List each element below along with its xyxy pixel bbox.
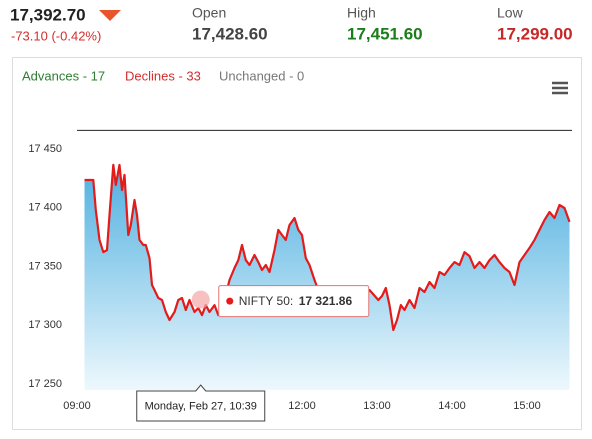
x-tick-label: 09:00: [63, 400, 91, 412]
unchanged: Unchanged - 0: [219, 68, 304, 83]
y-tick-label: 17 250: [28, 378, 62, 390]
declines: Declines - 33: [125, 68, 201, 83]
open-value: 17,428.60: [192, 24, 268, 43]
down-arrow: [99, 10, 121, 21]
x-tick-label: 13:00: [363, 400, 391, 412]
y-tick-label: 17 450: [28, 143, 62, 155]
plot: 17 250 17 300 17 350 17 400 17 450 09:00 12:00…: [28, 96, 572, 422]
low-value: 17,299.00: [497, 24, 573, 43]
y-tick-label: 17 350: [28, 260, 62, 272]
x-tick-label: 12:00: [288, 400, 316, 412]
x-tooltip-box: [136, 384, 266, 422]
hover-halo: [191, 290, 210, 309]
y-tick-label: 17 300: [28, 319, 62, 331]
high-label: High: [347, 5, 376, 21]
high-value: 17,451.60: [347, 24, 423, 43]
low-label: Low: [497, 5, 524, 21]
change: -73.10 (-0.42%): [11, 28, 101, 43]
area: [84, 164, 570, 390]
open-label: Open: [192, 5, 226, 21]
tooltip-label: NIFTY 50:: [239, 294, 293, 308]
x-tick-label: 14:00: [438, 400, 466, 412]
advances: Advances - 17: [22, 68, 105, 83]
x-tick-label: 15:00: [513, 400, 541, 412]
x-tooltip-label: Monday, Feb 27, 10:39: [145, 400, 257, 412]
y-tick-label: 17 400: [28, 202, 62, 214]
tooltip-box: [218, 285, 370, 318]
menu-button[interactable]: [552, 81, 568, 95]
line: [84, 163, 571, 332]
last-price: 17,392.70: [10, 5, 86, 24]
tooltip-dot: [226, 297, 234, 305]
tooltip-value: 17 321.86: [299, 294, 353, 308]
